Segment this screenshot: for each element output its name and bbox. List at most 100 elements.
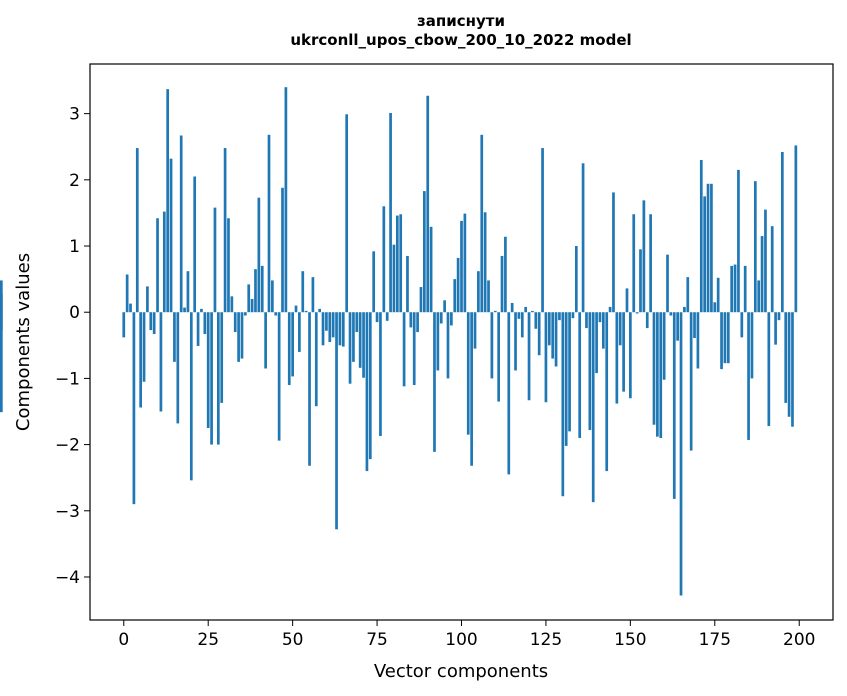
bar xyxy=(676,312,679,341)
x-tick-label: 200 xyxy=(783,630,815,650)
bar xyxy=(331,312,335,338)
bar xyxy=(689,312,693,451)
bar xyxy=(240,312,244,359)
bar xyxy=(629,312,632,399)
bar xyxy=(493,310,497,313)
bar xyxy=(605,312,609,472)
bar xyxy=(470,312,473,466)
bar xyxy=(257,197,261,313)
bar xyxy=(358,312,362,368)
bar xyxy=(500,255,504,313)
bar xyxy=(737,169,740,313)
bar xyxy=(524,306,528,313)
bar xyxy=(233,312,237,333)
bar xyxy=(382,206,386,313)
y-axis-label: Components values xyxy=(13,253,34,431)
bar xyxy=(318,308,321,313)
bar xyxy=(710,183,713,313)
bar xyxy=(122,312,126,338)
bar xyxy=(345,114,349,313)
bar xyxy=(301,271,305,313)
bar xyxy=(335,312,338,530)
bar xyxy=(780,152,784,313)
chart-title-line: записнути xyxy=(417,12,505,30)
bar xyxy=(368,312,372,460)
bar xyxy=(166,89,170,313)
bar xyxy=(325,312,328,331)
bar xyxy=(625,288,629,313)
bar xyxy=(730,265,734,313)
bar xyxy=(328,312,332,342)
bar xyxy=(726,312,730,364)
x-axis-label: Vector components xyxy=(374,661,548,682)
bar xyxy=(362,312,365,378)
bar xyxy=(409,312,413,328)
bar xyxy=(760,236,764,313)
bar xyxy=(561,312,565,497)
bar xyxy=(200,308,203,313)
bar xyxy=(433,312,436,452)
bar xyxy=(156,218,159,313)
bar xyxy=(250,298,254,313)
bar xyxy=(321,312,325,346)
bar xyxy=(352,312,355,362)
bar xyxy=(338,312,342,346)
bar xyxy=(227,218,230,313)
bar xyxy=(274,312,278,316)
bar xyxy=(537,312,541,356)
bar xyxy=(774,312,777,345)
bar xyxy=(723,312,727,364)
bar xyxy=(574,246,578,313)
bar xyxy=(220,312,224,403)
bar xyxy=(706,183,710,313)
bar xyxy=(392,244,396,313)
bar xyxy=(554,312,558,367)
bar xyxy=(169,158,173,313)
y-tick-label: −4 xyxy=(55,568,80,588)
bar xyxy=(244,312,247,316)
bar xyxy=(389,112,392,313)
bar xyxy=(679,312,683,596)
bar xyxy=(662,312,666,380)
bar xyxy=(379,312,382,436)
bar xyxy=(642,200,646,313)
bar xyxy=(125,274,129,313)
bar xyxy=(426,95,430,313)
bar xyxy=(466,312,470,435)
bar xyxy=(514,312,517,371)
plot-area xyxy=(90,64,833,620)
bar xyxy=(223,148,227,313)
bar xyxy=(0,312,3,331)
bar xyxy=(784,312,788,403)
bar xyxy=(490,312,494,379)
bar xyxy=(588,312,592,431)
bar xyxy=(753,181,757,313)
bar xyxy=(135,148,139,313)
bar xyxy=(237,312,240,362)
y-tick-label: −3 xyxy=(55,502,80,522)
bar xyxy=(598,312,602,323)
bar xyxy=(612,192,615,313)
bar xyxy=(581,163,585,313)
bar xyxy=(267,134,271,313)
bar xyxy=(412,312,416,386)
x-tick-label: 50 xyxy=(282,630,304,650)
bar xyxy=(260,265,264,313)
y-tick-label: −1 xyxy=(55,369,80,389)
bar xyxy=(531,310,534,313)
bar xyxy=(686,277,690,313)
bar xyxy=(716,277,720,313)
bar xyxy=(355,312,359,333)
bar xyxy=(659,312,663,438)
bar xyxy=(142,312,146,382)
bar xyxy=(179,135,183,313)
bar xyxy=(129,303,132,313)
chart-title: записнути ukrconll_upos_cbow_200_10_2022 … xyxy=(290,12,631,49)
bar xyxy=(206,312,210,429)
bar xyxy=(423,191,426,313)
bar xyxy=(247,284,251,313)
chart-title-line: ukrconll_upos_cbow_200_10_2022 model xyxy=(290,31,631,49)
x-tick-label: 0 xyxy=(118,630,129,650)
bar xyxy=(348,312,352,384)
bar xyxy=(497,312,500,402)
